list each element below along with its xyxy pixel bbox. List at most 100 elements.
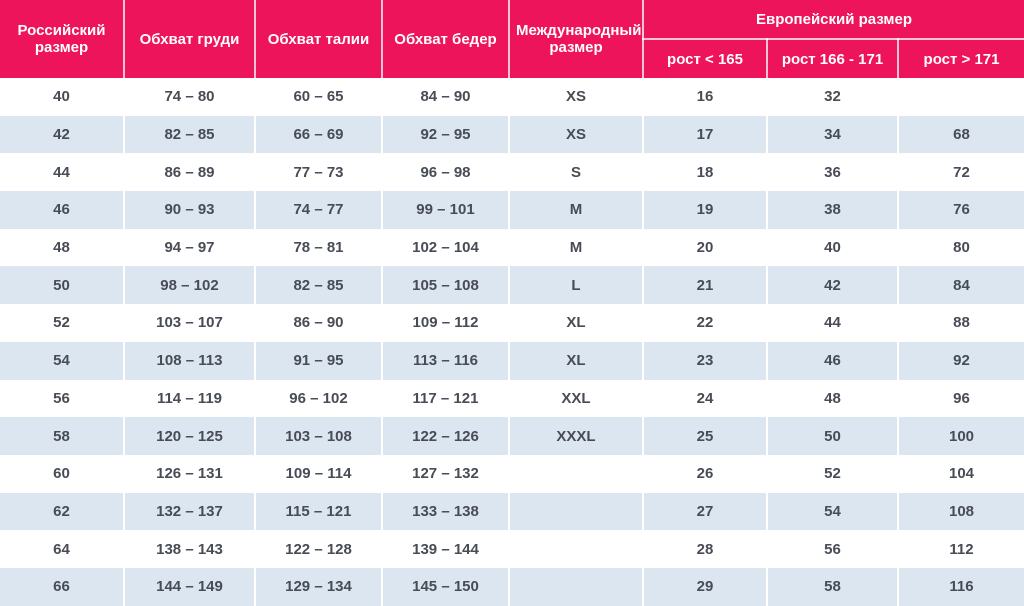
cell-hips: 145 – 150 [381,567,509,606]
cell-chest: 132 – 137 [123,492,255,531]
cell-russian_size: 50 [53,276,70,294]
table-row: 50 98 – 102 82 – 85 105 – 108 L 21 42 84 [0,266,1024,305]
cell-hips: 99 – 101 [381,191,509,229]
cell-height_166_171: 48 [766,379,898,418]
cell-chest: 126 – 131 [123,454,255,493]
cell-height_gt_171: 72 [896,153,1024,192]
cell-russian_size: 56 [53,389,70,407]
cell-waist: 103 – 108 [254,417,382,455]
cell-height_lt_165: 22 [642,304,767,342]
cell-height_gt_171 [896,78,1024,116]
cell-height_166_171: 52 [766,454,898,493]
cell-height_gt_171: 116 [896,567,1024,606]
cell-waist: 86 – 90 [254,304,382,342]
cell-hips: 139 – 144 [381,530,509,568]
cell-chest: 98 – 102 [123,266,255,305]
cell-height_166_171: 56 [766,530,898,568]
cell-height_gt_171: 104 [896,454,1024,493]
cell-height_lt_165: 19 [642,191,767,229]
table-row: 52 103 – 107 86 – 90 109 – 112 XL 22 44 88 [0,304,1024,342]
cell-russian_size: 44 [53,163,70,181]
cell-chest: 74 – 80 [123,78,255,116]
header-height-gt-171: рост > 171 [896,39,1024,78]
cell-russian_size: 52 [53,314,70,332]
cell-waist: 82 – 85 [254,266,382,305]
cell-height_lt_165: 24 [642,379,767,418]
cell-height_gt_171: 76 [896,191,1024,229]
table-row: 44 86 – 89 77 – 73 96 – 98 S 18 36 72 [0,153,1024,192]
header-waist: Обхват талии [254,0,382,78]
cell-waist: 109 – 114 [254,454,382,493]
header-row-main: Российский размер Обхват груди Обхват та… [0,0,1024,78]
cell-hips: 113 – 116 [381,341,509,380]
table-row: 66 144 – 149 129 – 134 145 – 150 29 58 116 [0,567,1024,606]
cell-chest: 114 – 119 [123,379,255,418]
cell-height_lt_165: 18 [642,153,767,192]
cell-height_166_171: 54 [766,492,898,531]
cell-chest: 144 – 149 [123,567,255,606]
table-row: 60 126 – 131 109 – 114 127 – 132 26 52 104 [0,454,1024,493]
cell-height_gt_171: 96 [896,379,1024,418]
cell-height_gt_171: 112 [896,530,1024,568]
cell-hips: 127 – 132 [381,454,509,493]
cell-height_166_171: 38 [766,191,898,229]
cell-waist: 122 – 128 [254,530,382,568]
cell-height_lt_165: 20 [642,228,767,267]
cell-hips: 117 – 121 [381,379,509,418]
cell-height_gt_171: 80 [896,228,1024,267]
cell-height_lt_165: 28 [642,530,767,568]
cell-height_lt_165: 27 [642,492,767,531]
cell-russian_size: 54 [53,352,70,370]
cell-international_size [508,454,643,493]
cell-international_size: XL [508,304,643,342]
cell-waist: 115 – 121 [254,492,382,531]
cell-international_size: L [508,266,643,305]
cell-international_size: M [508,191,643,229]
cell-hips: 96 – 98 [381,153,509,192]
cell-waist: 91 – 95 [254,341,382,380]
cell-height_166_171: 32 [766,78,898,116]
cell-hips: 105 – 108 [381,266,509,305]
cell-height_166_171: 42 [766,266,898,305]
header-chest: Обхват груди [123,0,255,78]
cell-height_lt_165: 17 [642,115,767,154]
cell-international_size: S [508,153,643,192]
cell-hips: 122 – 126 [381,417,509,455]
table-row: 58 120 – 125 103 – 108 122 – 126 XXXL 25 50 100 [0,417,1024,455]
cell-height_166_171: 50 [766,417,898,455]
cell-height_lt_165: 16 [642,78,767,116]
cell-russian_size: 60 [53,465,70,483]
cell-height_lt_165: 23 [642,341,767,380]
cell-height_gt_171: 68 [896,115,1024,154]
cell-chest: 120 – 125 [123,417,255,455]
cell-height_gt_171: 92 [896,341,1024,380]
cell-international_size: XXL [508,379,643,418]
cell-height_lt_165: 26 [642,454,767,493]
table-row: 54 108 – 113 91 – 95 113 – 116 XL 23 46 92 [0,341,1024,380]
cell-international_size: XXXL [508,417,643,455]
cell-height_166_171: 58 [766,567,898,606]
cell-russian_size: 58 [53,427,70,445]
header-hips: Обхват бедер [381,0,509,78]
cell-height_166_171: 34 [766,115,898,154]
cell-chest: 82 – 85 [123,115,255,154]
header-european-size-group: Европейский размер [641,0,1024,40]
table-row: 40 74 – 80 60 – 65 84 – 90 XS 16 32 [0,78,1024,116]
cell-international_size: XL [508,341,643,380]
table-row: 56 114 – 119 96 – 102 117 – 121 XXL 24 48 96 [0,379,1024,418]
cell-hips: 92 – 95 [381,115,509,154]
cell-height_gt_171: 84 [896,266,1024,305]
cell-chest: 90 – 93 [123,191,255,229]
cell-russian_size: 64 [53,540,70,558]
cell-russian_size: 48 [53,239,70,257]
cell-height_166_171: 44 [766,304,898,342]
table-row: 62 132 – 137 115 – 121 133 – 138 27 54 108 [0,492,1024,531]
cell-height_lt_165: 21 [642,266,767,305]
header-height-166-171: рост 166 - 171 [766,39,898,78]
cell-chest: 138 – 143 [123,530,255,568]
table-header: Российский размер Обхват груди Обхват та… [0,0,1024,78]
table-row: 42 82 – 85 66 – 69 92 – 95 XS 17 34 68 [0,115,1024,154]
header-row-sub: рост < 165 рост 166 - 171 рост > 171 [0,39,1024,78]
header-russian-size: Российский размер [0,0,124,78]
